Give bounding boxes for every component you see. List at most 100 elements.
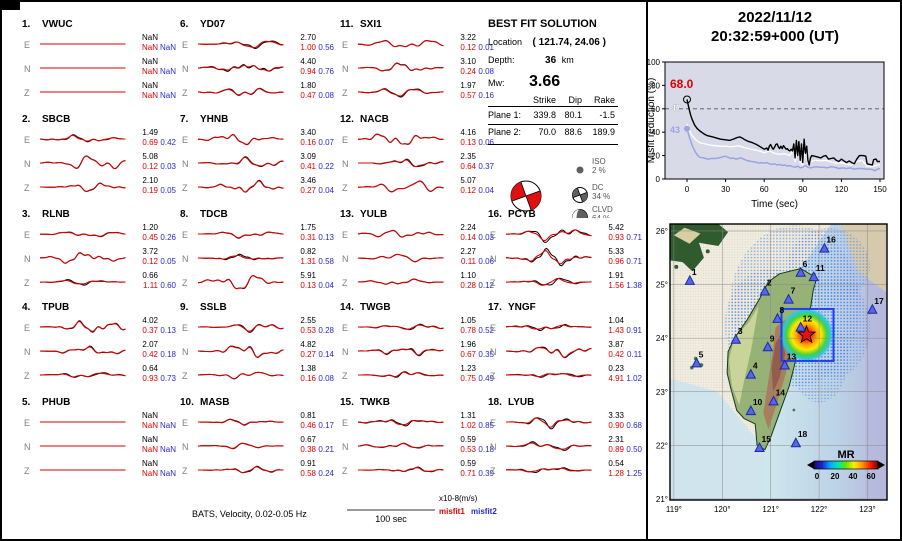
decomp-pct: 64 % (592, 214, 610, 218)
component-label: N (182, 442, 189, 452)
lat-tick-label: 25° (656, 281, 668, 290)
misfit1-value: 0.53 (460, 445, 476, 454)
waveform-row-PCYB-N: N 5.33 0.96 0.71 (488, 246, 644, 270)
component-label: Z (24, 183, 30, 193)
component-label: E (490, 230, 497, 240)
trace-values: NaN NaN NaN (126, 410, 176, 434)
component-label: Z (490, 466, 496, 476)
trace-values: 1.10 0.28 0.12 (444, 270, 494, 294)
misfit1-value: 0.13 (460, 138, 476, 147)
component-label: E (182, 40, 189, 50)
component-label: Z (24, 466, 30, 476)
map-station-triangle-2 (759, 285, 771, 296)
waveform-row-MASB-N: N 0.67 0.38 0.21 (180, 434, 336, 458)
station-header: 17. YNGF (488, 302, 644, 315)
station-code: RLNB (42, 209, 70, 220)
misfit2-value: 0.21 (318, 445, 334, 454)
misfit1-value: 0.38 (300, 445, 316, 454)
amplitude-value: 4.82 (300, 340, 316, 349)
waveform-row-PCYB-E: E 5.42 0.93 0.71 (488, 222, 644, 246)
misfit1-value: 0.90 (608, 421, 624, 430)
misfit2-value: 0.05 (160, 257, 176, 266)
station-number: 6. (180, 19, 189, 30)
waveform-row-RLNB-E: E 1.20 0.45 0.26 (22, 222, 178, 246)
lon-tick-label: 120° (714, 505, 731, 514)
plane2-label: Plane 2: (488, 127, 522, 137)
map-station-number-15: 15 (762, 434, 772, 444)
observed-trace (506, 417, 592, 430)
amplitude-value: 4.16 (460, 128, 476, 137)
waveform-trace (357, 39, 444, 48)
misfit1-value: NaN (141, 43, 158, 52)
station-number: 9. (180, 302, 189, 313)
station-code: TWKB (360, 397, 390, 408)
observed-trace (197, 275, 284, 290)
time-scale-bar (347, 509, 435, 512)
component-label: E (24, 418, 31, 428)
waveform-trace (506, 417, 592, 430)
amplitude-value: 1.38 (300, 364, 316, 373)
waveform-row-SBCB-N: N 5.08 0.12 0.03 (22, 151, 178, 175)
synthetic-trace (357, 39, 444, 48)
waveform-row-MASB-E: E 0.81 0.46 0.17 (180, 410, 336, 434)
synthetic-trace (505, 324, 592, 330)
misfit1-value: 0.11 (461, 257, 476, 266)
station-block-MASB: 10. MASB E 0.81 0.46 0.17 N 0.67 0.38 0.21 Z 0.91 0.… (180, 397, 336, 491)
misfit2-value: 0.91 (626, 326, 642, 335)
station-number: 2. (22, 114, 31, 125)
misfit2-value: 0.60 (160, 281, 176, 290)
map-station-number-8: 8 (779, 305, 784, 315)
misfit1-value: 0.42 (608, 350, 624, 359)
map-station-triangle-15 (754, 441, 765, 453)
corner-mark (2, 2, 20, 10)
dip-header: Dip (568, 95, 582, 105)
plane2-strike: 70.0 (538, 127, 556, 137)
misfit2-value: NaN (159, 421, 176, 430)
component-label: N (182, 159, 189, 169)
waveform-trace (358, 158, 444, 168)
synthetic-trace (506, 250, 592, 265)
waveform-trace (40, 43, 126, 45)
synthetic-trace (506, 467, 592, 473)
y-tick-label: 60 (651, 105, 660, 114)
component-label: Z (24, 88, 30, 98)
misfit1-value: 0.14 (460, 233, 476, 242)
amplitude-value: 0.81 (300, 411, 316, 420)
waveform-row-TDCB-N: N 0.82 1.31 0.58 (180, 246, 336, 270)
component-label: Z (182, 371, 188, 381)
misfit2-value: 0.06 (478, 138, 494, 147)
station-block-TDCB: 8. TDCB E 1.75 0.31 0.13 N 0.82 1.31 0.58 Z 5.91 0.1… (180, 209, 336, 303)
station-code: TPUB (42, 302, 70, 313)
misfit1-value: 0.37 (142, 326, 158, 335)
map-station-number-4: 4 (753, 361, 758, 371)
station-header: 4. TPUB (22, 302, 178, 315)
time-scale-label: 100 sec (375, 514, 407, 524)
map-station-triangle-5 (691, 357, 702, 368)
trace-values: 1.80 0.47 0.08 (284, 80, 334, 104)
map-station-triangle-13 (779, 359, 791, 370)
misfit2-value: 0.71 (626, 233, 642, 242)
synthetic-trace (358, 62, 444, 72)
waveform-trace (40, 279, 126, 286)
trace-values: 1.49 0.69 0.42 (126, 127, 176, 151)
misfit1-value: NaN (141, 67, 158, 76)
lat-tick-label: 26° (656, 227, 668, 236)
station-block-VWUC: 1. VWUC E NaN NaN NaN N NaN NaN NaN Z NaN NaN NaN (22, 19, 178, 113)
station-header: 15. TWKB (340, 397, 496, 410)
decomp-pct: 34 % (592, 192, 610, 201)
waveform-trace (40, 445, 126, 447)
plane2-rake: 189.9 (592, 127, 615, 137)
misfit2-value: 0.04 (478, 186, 494, 195)
waveform-row-YNGF-E: E 1.04 1.43 0.91 (488, 315, 644, 339)
location-label: Location (488, 37, 523, 47)
western-plain (729, 306, 759, 406)
component-label: Z (182, 466, 188, 476)
nodal-plane-line (572, 192, 588, 198)
waveform-row-YNGF-Z: Z 0.23 4.91 1.02 (488, 363, 644, 387)
station-header: 1. VWUC (22, 19, 178, 32)
waveform-trace (505, 323, 592, 332)
misfit1-value: 1.11 (143, 281, 158, 290)
amplitude-value: 1.31 (460, 411, 476, 420)
misfit1-value: 0.41 (300, 162, 316, 171)
misfit1-value: 0.47 (300, 91, 316, 100)
